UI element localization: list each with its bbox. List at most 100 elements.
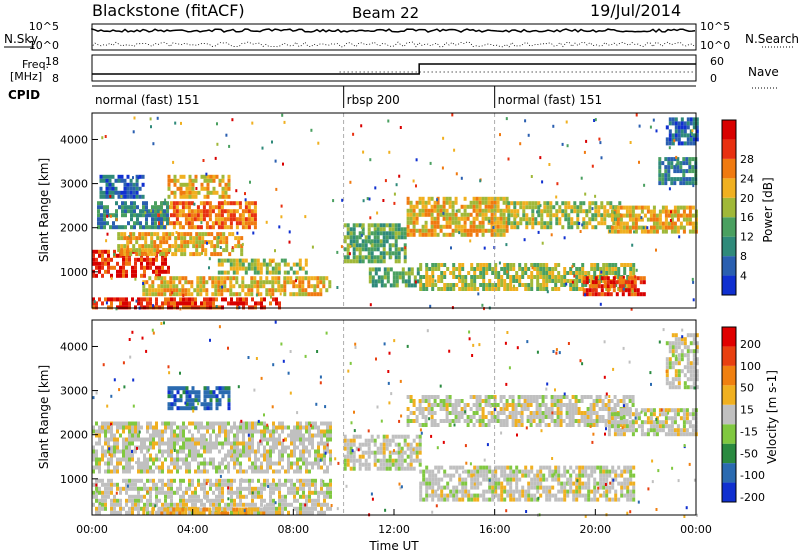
- power-cell: [627, 276, 631, 281]
- power-cell: [233, 301, 236, 306]
- power-cell: [475, 212, 479, 217]
- power-cell: [540, 225, 544, 230]
- power-cell: [388, 243, 392, 248]
- power-cell: [500, 267, 504, 271]
- power-cell: [451, 204, 455, 209]
- power-cell: [428, 283, 432, 287]
- power-cell: [208, 266, 210, 270]
- velocity-cell: [242, 445, 245, 450]
- power-cell: [142, 282, 145, 285]
- power-cell: [433, 204, 437, 209]
- power-cell: [506, 267, 510, 271]
- power-cell: [92, 301, 95, 306]
- velocity-cell: [182, 433, 185, 438]
- velocity-cell: [320, 453, 323, 458]
- power-cell: [373, 259, 377, 264]
- power-cell: [122, 297, 125, 302]
- power-panel-frame: [91, 112, 697, 309]
- velocity-cell: [176, 510, 179, 515]
- velocity-cell: [478, 399, 482, 403]
- power-cell: [613, 213, 617, 218]
- velocity-cell: [158, 445, 161, 450]
- power-cell: [594, 217, 598, 222]
- power-cell: [655, 229, 659, 234]
- power-cell: [680, 133, 684, 138]
- power-cell: [394, 223, 398, 228]
- velocity-cell: [134, 478, 137, 483]
- power-cell: [502, 228, 506, 233]
- power-cell: [220, 270, 224, 275]
- power-cell: [413, 283, 417, 288]
- power-cell: [182, 297, 185, 302]
- power-cell: [427, 232, 431, 237]
- power-cell: [277, 270, 281, 275]
- velocity-cell: [281, 506, 284, 511]
- power-cell: [206, 305, 209, 310]
- power-cell: [223, 270, 227, 275]
- power-cell: [582, 225, 586, 230]
- power-cell: [374, 283, 378, 288]
- velocity-cell: [373, 450, 377, 455]
- power-cell: [482, 287, 486, 291]
- velocity-cell: [628, 395, 632, 399]
- power-cell: [193, 202, 196, 206]
- velocity-cell: [376, 450, 380, 455]
- velocity-cell: [284, 506, 287, 511]
- velocity-cell: [293, 486, 296, 491]
- velocity-cell: [427, 411, 431, 415]
- power-cell: [689, 129, 693, 134]
- power-cell: [211, 280, 215, 285]
- power-cell: [463, 232, 467, 237]
- power-cell: [191, 305, 194, 310]
- power-cell: [355, 223, 359, 228]
- velocity-cell: [230, 498, 233, 503]
- power-cell: [241, 217, 245, 222]
- power-cell: [497, 279, 501, 283]
- power-cell: [461, 279, 465, 283]
- power-cell: [442, 200, 446, 205]
- power-cell: [164, 261, 167, 266]
- power-cell: [516, 213, 520, 218]
- power-cell: [332, 199, 335, 203]
- velocity-cell: [203, 394, 207, 399]
- velocity-cell: [538, 395, 542, 399]
- velocity-cell: [461, 493, 465, 498]
- power-cell: [567, 221, 571, 226]
- power-cell: [211, 225, 215, 230]
- power-cell: [126, 194, 130, 199]
- power-cell: [106, 232, 109, 236]
- velocity-cell: [308, 429, 311, 434]
- velocity-cell: [314, 461, 317, 466]
- velocity-cell: [434, 473, 438, 478]
- power-cell: [555, 221, 559, 226]
- power-cell: [617, 275, 621, 279]
- power-cell: [223, 199, 226, 203]
- power-cell: [513, 201, 517, 206]
- velocity-cell: [236, 457, 239, 462]
- power-cell: [623, 271, 627, 275]
- power-cell: [628, 225, 632, 230]
- velocity-cell: [269, 437, 272, 442]
- power-cell: [224, 186, 228, 191]
- power-cell: [431, 263, 435, 267]
- noise-tick-left-top: 10^5: [29, 20, 59, 33]
- power-cell: [637, 205, 641, 210]
- velocity-cell: [388, 462, 392, 467]
- velocity-cell: [218, 421, 221, 426]
- power-cell: [278, 225, 281, 229]
- velocity-cell: [211, 511, 215, 516]
- velocity-cell: [221, 490, 224, 495]
- velocity-cell: [311, 461, 314, 466]
- power-cell: [376, 211, 379, 215]
- power-cell: [283, 292, 287, 297]
- power-cell: [368, 271, 372, 276]
- power-cell: [175, 205, 179, 210]
- power-cell: [95, 305, 98, 310]
- power-cell: [581, 275, 585, 279]
- velocity-cell: [278, 502, 281, 507]
- velocity-cell: [248, 478, 251, 483]
- power-cell: [440, 287, 444, 291]
- power-cell: [593, 119, 596, 122]
- velocity-cell: [155, 457, 158, 462]
- power-cell: [139, 209, 142, 214]
